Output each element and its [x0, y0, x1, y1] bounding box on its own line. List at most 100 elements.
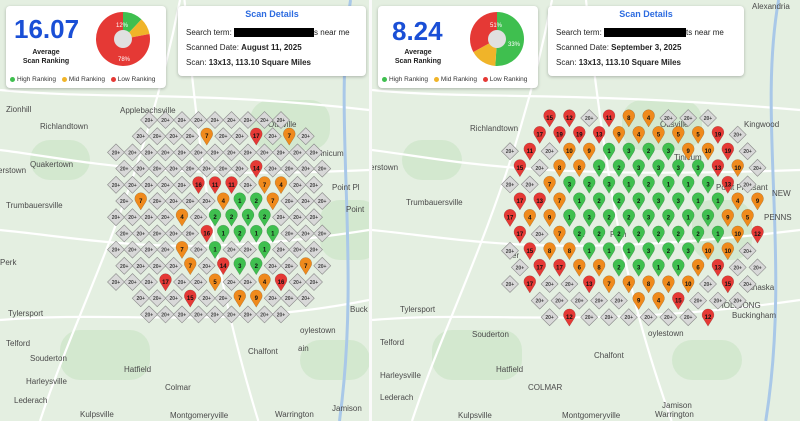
- map-pin[interactable]: 20+: [728, 291, 747, 310]
- map-pin[interactable]: 20+: [164, 159, 183, 178]
- pin-no-rank[interactable]: [214, 159, 233, 178]
- map-pin[interactable]: 4: [662, 275, 675, 294]
- map-pin[interactable]: 20+: [296, 159, 315, 178]
- map-pin[interactable]: 2: [642, 142, 655, 161]
- map-pin[interactable]: 20+: [699, 275, 717, 293]
- pin-marker[interactable]: [582, 142, 596, 161]
- pin-no-rank[interactable]: [699, 109, 717, 127]
- map-pin[interactable]: 2: [258, 208, 271, 227]
- map-pin[interactable]: 1: [208, 241, 222, 260]
- pin-no-rank[interactable]: [189, 208, 208, 227]
- map-pin[interactable]: 4: [217, 192, 230, 211]
- map-pin[interactable]: 20+: [156, 240, 175, 259]
- map-pin[interactable]: 1: [233, 192, 246, 211]
- map-pin[interactable]: 20+: [107, 143, 125, 162]
- map-pin[interactable]: 12: [563, 109, 576, 128]
- map-pin[interactable]: 8: [553, 159, 566, 178]
- map-pin[interactable]: 20+: [131, 256, 150, 275]
- map-pin[interactable]: 9: [751, 192, 764, 211]
- map-pin[interactable]: 20+: [173, 305, 191, 324]
- pin-marker[interactable]: [200, 127, 213, 146]
- pin-marker[interactable]: [241, 208, 255, 227]
- map-pin[interactable]: 20+: [272, 111, 290, 129]
- pin-marker[interactable]: [612, 126, 626, 145]
- map-pin[interactable]: 20+: [230, 127, 249, 146]
- map-pin[interactable]: 20+: [263, 256, 282, 275]
- pin-no-rank[interactable]: [280, 256, 299, 275]
- pin-marker[interactable]: [672, 126, 685, 145]
- map-pin[interactable]: 7: [266, 192, 279, 211]
- pin-marker[interactable]: [701, 308, 715, 327]
- map-pin[interactable]: 4: [622, 275, 636, 294]
- map-pin[interactable]: 20+: [222, 305, 241, 324]
- pin-marker[interactable]: [573, 192, 586, 211]
- pin-marker[interactable]: [258, 273, 271, 292]
- pin-marker[interactable]: [283, 127, 296, 146]
- pin-no-rank[interactable]: [148, 256, 167, 275]
- pin-no-rank[interactable]: [708, 291, 727, 310]
- map-pin[interactable]: 20+: [263, 159, 282, 178]
- map-pin[interactable]: 5: [691, 126, 705, 145]
- map-pin[interactable]: 2: [632, 192, 645, 211]
- pin-marker[interactable]: [573, 225, 586, 244]
- map-pin[interactable]: 8: [592, 258, 606, 277]
- pin-marker[interactable]: [159, 273, 172, 292]
- map-pin[interactable]: 3: [662, 142, 675, 161]
- pin-marker[interactable]: [672, 258, 685, 277]
- pin-no-rank[interactable]: [748, 258, 767, 277]
- map-pin[interactable]: 20+: [131, 159, 150, 178]
- pin-marker[interactable]: [701, 242, 715, 261]
- map-pin[interactable]: 7: [299, 257, 312, 276]
- pin-no-rank[interactable]: [239, 175, 257, 194]
- pin-no-rank[interactable]: [214, 127, 233, 146]
- pin-marker[interactable]: [691, 126, 705, 145]
- pin-marker[interactable]: [175, 241, 189, 260]
- pin-no-rank[interactable]: [156, 175, 175, 194]
- map-pin[interactable]: 20+: [272, 240, 290, 259]
- map-pin[interactable]: 2: [250, 257, 263, 276]
- map-pin[interactable]: 20+: [272, 208, 290, 227]
- map-pin[interactable]: 20+: [272, 305, 290, 324]
- pin-marker[interactable]: [208, 273, 222, 292]
- pin-marker[interactable]: [721, 142, 735, 161]
- map-pin[interactable]: 20+: [140, 111, 158, 129]
- map-pin[interactable]: 20+: [689, 291, 708, 310]
- map-pin[interactable]: 20+: [164, 127, 183, 146]
- map-pin[interactable]: 20+: [173, 143, 191, 162]
- pin-no-rank[interactable]: [222, 305, 241, 324]
- pin-marker[interactable]: [612, 258, 626, 277]
- map-pin[interactable]: 13: [721, 175, 735, 194]
- map-pin[interactable]: 20+: [501, 175, 519, 194]
- map-pin[interactable]: 20+: [189, 111, 208, 129]
- map-pin[interactable]: 20+: [123, 143, 142, 162]
- map-pin[interactable]: 20+: [728, 125, 747, 144]
- pin-marker[interactable]: [217, 192, 230, 211]
- map-pin[interactable]: 12: [751, 225, 764, 244]
- map-pin[interactable]: 20+: [131, 127, 150, 146]
- map-pin[interactable]: 20+: [181, 127, 200, 146]
- pin-marker[interactable]: [573, 159, 586, 178]
- pin-marker[interactable]: [652, 292, 665, 311]
- pin-no-rank[interactable]: [272, 208, 290, 227]
- map-pin[interactable]: 20+: [296, 289, 315, 308]
- pin-no-rank[interactable]: [222, 143, 241, 162]
- map-pin[interactable]: 1: [241, 208, 255, 227]
- pin-no-rank[interactable]: [107, 240, 125, 259]
- pin-marker[interactable]: [602, 142, 616, 161]
- map-pin[interactable]: 20+: [123, 273, 142, 291]
- map-pin[interactable]: 4: [523, 209, 537, 228]
- map-pin[interactable]: 20+: [140, 240, 158, 259]
- pin-marker[interactable]: [602, 242, 616, 261]
- pin-marker[interactable]: [612, 159, 626, 178]
- pin-no-rank[interactable]: [738, 175, 757, 194]
- map-pin[interactable]: 20+: [222, 273, 241, 291]
- pin-no-rank[interactable]: [239, 143, 257, 162]
- pin-no-rank[interactable]: [288, 240, 307, 259]
- map-pin[interactable]: 20+: [738, 175, 757, 194]
- map-pin[interactable]: 20+: [296, 192, 315, 210]
- pin-no-rank[interactable]: [313, 224, 332, 243]
- pin-no-rank[interactable]: [107, 175, 125, 194]
- map-pin[interactable]: 7: [283, 127, 296, 146]
- pin-marker[interactable]: [225, 176, 238, 195]
- map-pin[interactable]: 3: [642, 242, 655, 261]
